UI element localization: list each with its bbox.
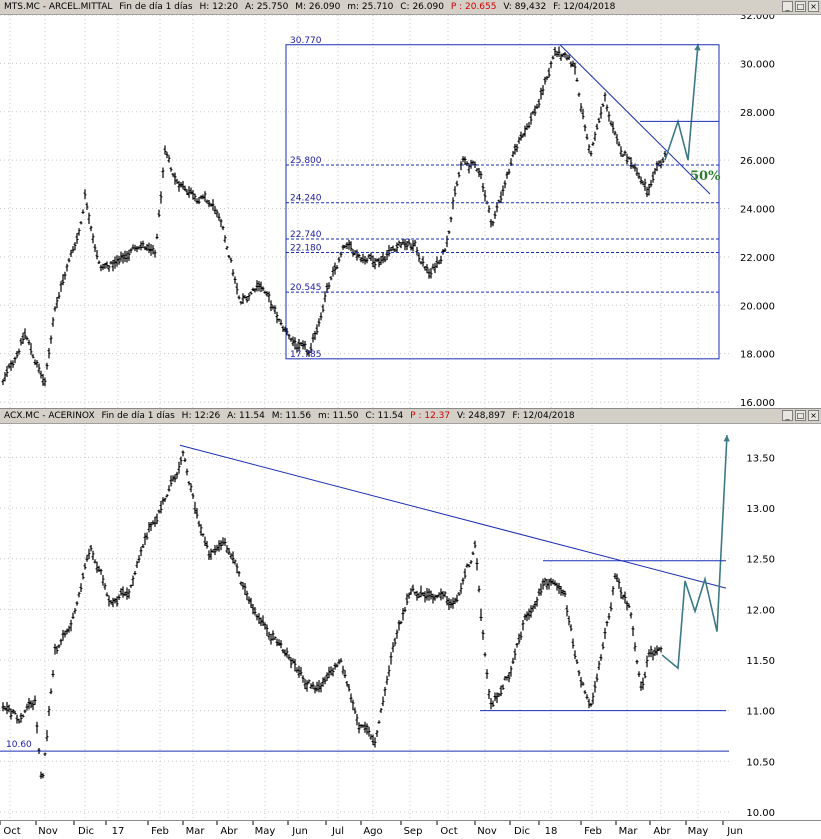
- y-tick-label: 30.000: [740, 59, 775, 70]
- y-tick-label: 10.50: [746, 757, 775, 768]
- y-tick-label: 13.00: [746, 504, 775, 515]
- maximize-icon[interactable]: □: [795, 410, 806, 421]
- fib-level-label: 30.770: [290, 36, 322, 46]
- x-tick-label: Mar: [619, 826, 639, 837]
- x-tick-label: Dic: [78, 826, 94, 837]
- x-tick-label: Feb: [584, 826, 602, 837]
- y-tick-label: 11.00: [746, 707, 775, 718]
- y-tick-label: 26.000: [740, 156, 775, 167]
- x-tick-label: May: [255, 826, 276, 837]
- header-date: F: 12/04/2018: [512, 411, 575, 421]
- header-max: M: 11.56: [271, 411, 312, 421]
- support-level-label: 10.60: [6, 740, 32, 750]
- y-tick-label: 13.50: [746, 453, 775, 464]
- y-tick-label: 10.00: [746, 808, 775, 819]
- fib-level-label: 22.180: [290, 244, 322, 254]
- projection-path: [664, 43, 699, 161]
- y-tick-label: 28.000: [740, 108, 775, 119]
- fibonacci-box: [285, 44, 720, 360]
- projection-arrowhead: [723, 435, 730, 442]
- header-min: m: 11.50: [318, 411, 359, 421]
- acerinox-chart: 10.00 10.50 11.00 11.50 12.00 12.50 13.00 13.50…: [0, 417, 775, 821]
- arcelormittal-panel[interactable]: 16.000 18.000 20.000 22.000 24.000 26.000 28.0…: [0, 0, 821, 408]
- x-tick-label: May: [688, 826, 709, 837]
- x-tick-label: Abr: [220, 826, 238, 837]
- header-open: A: 11.54: [227, 411, 265, 421]
- header-close: C: 11.54: [365, 411, 404, 421]
- x-tick-label: Nov: [477, 826, 497, 837]
- fib-level-label: 20.545: [290, 283, 322, 293]
- acerinox-panel[interactable]: 10.00 10.50 11.00 11.50 12.00 12.50 13.00 13.50…: [0, 408, 821, 821]
- header-close: C: 26.090: [400, 2, 444, 12]
- header-symbol: MTS.MC - ARCEL.MITTAL: [4, 2, 113, 12]
- x-tick-label: Oct: [440, 826, 457, 837]
- y-tick-label: 22.000: [740, 253, 775, 264]
- header-hour: H: 12:20: [199, 2, 239, 12]
- panel2-window-buttons: _ □ ×: [782, 410, 819, 421]
- fib-level-label: 24.240: [290, 194, 322, 204]
- x-tick-label: Abr: [653, 826, 671, 837]
- x-tick-label: Jul: [331, 826, 344, 837]
- header-min: m: 25.710: [347, 2, 394, 12]
- close-icon[interactable]: ×: [808, 1, 819, 12]
- fib-50-percent-annotation: 50%: [690, 169, 721, 184]
- time-axis-svg: Oct Nov Dic 17 Feb Mar Abr May Jun Jul Ago Sep Oct No…: [0, 821, 743, 837]
- header-period: Fin de día 1 días: [119, 2, 193, 12]
- header-open: A: 25.750: [244, 2, 289, 12]
- x-tick-label: Jun: [726, 826, 743, 837]
- panel1-window-buttons: _ □ ×: [782, 1, 819, 12]
- maximize-icon[interactable]: □: [795, 1, 806, 12]
- x-tick-label: 18: [545, 826, 558, 837]
- x-tick-label: Nov: [38, 826, 58, 837]
- header-symbol: ACX.MC - ACERINOX: [4, 411, 95, 421]
- minimize-icon[interactable]: _: [782, 1, 793, 12]
- close-icon[interactable]: ×: [808, 410, 819, 421]
- y-tick-label: 16.000: [740, 398, 775, 408]
- y-tick-label: 12.00: [746, 605, 775, 616]
- header-volume: V: 89,432: [503, 2, 547, 12]
- arcelormittal-chart: 16.000 18.000 20.000 22.000 24.000 26.000 28.0…: [0, 7, 775, 408]
- projection-path: [661, 435, 728, 670]
- y-tick-label: 20.000: [740, 301, 775, 312]
- fib-level-label: 25.800: [290, 156, 322, 166]
- y-tick-label: 12.50: [746, 555, 775, 566]
- fib-level-label: 22.740: [290, 230, 322, 240]
- trendline: [559, 44, 711, 195]
- x-tick-label: Dic: [514, 826, 530, 837]
- trendline: [179, 444, 727, 589]
- header-prev: P : 12.37: [410, 411, 451, 421]
- arcelormittal-header: MTS.MC - ARCEL.MITTAL Fin de día 1 días …: [0, 0, 821, 15]
- minimize-icon[interactable]: _: [782, 410, 793, 421]
- header-date: F: 12/04/2018: [553, 2, 616, 12]
- y-tick-label: 32.000: [740, 11, 775, 22]
- header-max: M: 26.090: [295, 2, 341, 12]
- x-tick-label: Feb: [151, 826, 169, 837]
- fib-level-label: 17.785: [290, 350, 322, 360]
- y-tick-label: 18.000: [740, 350, 775, 361]
- x-tick-label: Mar: [186, 826, 206, 837]
- header-period: Fin de día 1 días: [101, 411, 175, 421]
- x-tick-label: 17: [112, 826, 125, 837]
- y-tick-label: 11.50: [746, 656, 775, 667]
- acerinox-header: ACX.MC - ACERINOX Fin de día 1 días H: 1…: [0, 409, 821, 424]
- x-tick-label: Oct: [3, 826, 20, 837]
- header-hour: H: 12:26: [181, 411, 221, 421]
- header-volume: V: 248,897: [456, 411, 506, 421]
- x-tick-label: Sep: [404, 826, 423, 837]
- x-tick-label: Ago: [363, 826, 382, 837]
- time-axis: Oct Nov Dic 17 Feb Mar Abr May Jun Jul Ago Sep Oct No…: [0, 820, 821, 839]
- projection-arrowhead: [694, 44, 701, 51]
- y-tick-label: 24.000: [740, 205, 775, 216]
- header-prev: P : 20.655: [450, 2, 497, 12]
- x-tick-label: Jun: [291, 826, 308, 837]
